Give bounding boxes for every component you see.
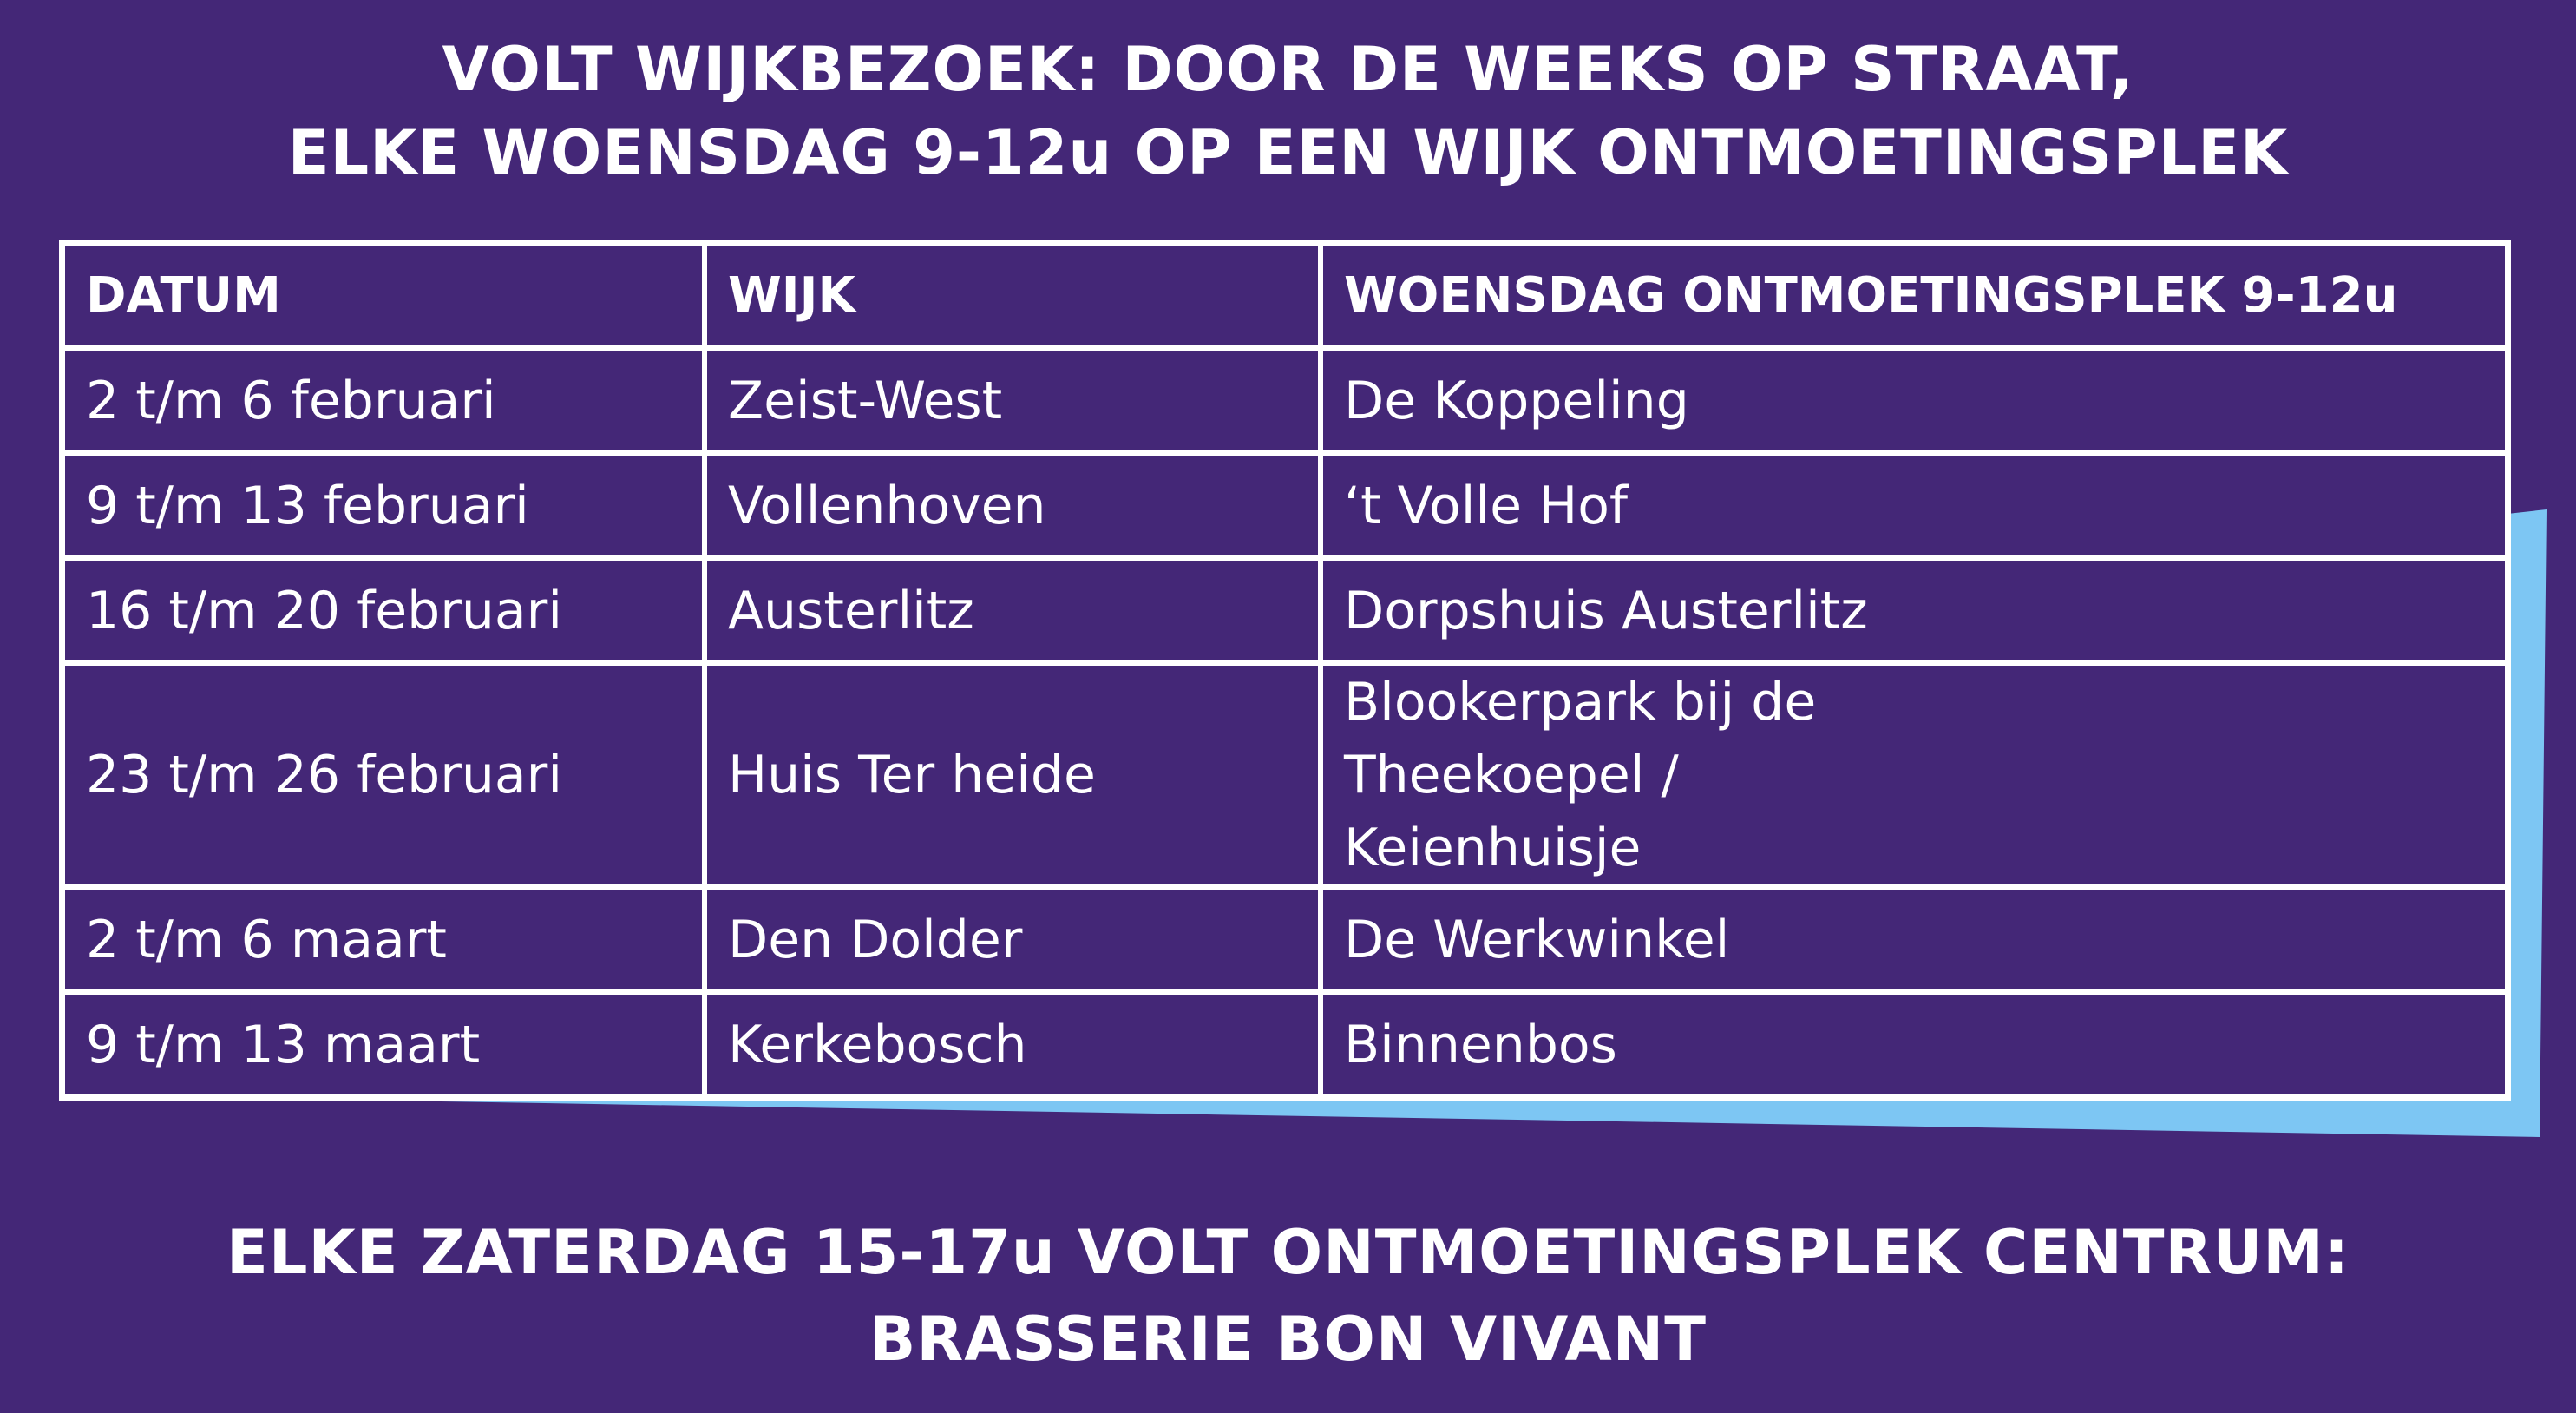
table-row: 2 t/m 6 februari Zeist-West De Koppeling xyxy=(59,345,2511,456)
footer-line-2: BRASSERIE BON VIVANT xyxy=(868,1304,1708,1375)
column-header-wijk: WIJK xyxy=(702,240,1323,351)
cell-wijk: Den Dolder xyxy=(702,884,1323,995)
cell-datum: 9 t/m 13 februari xyxy=(59,450,707,561)
cell-wijk: Austerlitz xyxy=(702,555,1323,666)
cell-plek: De Werkwinkel xyxy=(1318,884,2511,995)
cell-plek: Binnenbos xyxy=(1318,989,2511,1101)
cell-plek: Dorpshuis Austerlitz xyxy=(1318,555,2511,666)
cell-wijk: Huis Ter heide xyxy=(702,660,1323,890)
table-row: 9 t/m 13 maart Kerkebosch Binnenbos xyxy=(59,989,2511,1101)
schedule-table: DATUM WIJK WOENSDAG ONTMOETINGSPLEK 9-12… xyxy=(59,240,2511,1101)
header-line-1: VOLT WIJKBEZOEK: DOOR DE WEEKS OP STRAAT… xyxy=(442,34,2134,105)
cell-datum: 9 t/m 13 maart xyxy=(59,989,707,1101)
table-row: 2 t/m 6 maart Den Dolder De Werkwinkel xyxy=(59,884,2511,995)
table-row: 16 t/m 20 februari Austerlitz Dorpshuis … xyxy=(59,555,2511,666)
header-line-2: ELKE WOENSDAG 9-12u OP EEN WIJK ONTMOETI… xyxy=(287,117,2289,188)
cell-datum: 16 t/m 20 februari xyxy=(59,555,707,666)
cell-plek: Blookerpark bij de Theekoepel / Keienhui… xyxy=(1318,660,2511,890)
cell-datum: 2 t/m 6 maart xyxy=(59,884,707,995)
column-header-ontmoetingsplek: WOENSDAG ONTMOETINGSPLEK 9-12u xyxy=(1318,240,2511,351)
cell-datum: 2 t/m 6 februari xyxy=(59,345,707,456)
cell-wijk: Kerkebosch xyxy=(702,989,1323,1101)
cell-datum: 23 t/m 26 februari xyxy=(59,660,707,890)
table-row: 23 t/m 26 februari Huis Ter heide Blooke… xyxy=(59,660,2511,890)
cell-plek: De Koppeling xyxy=(1318,345,2511,456)
footer-line-1: ELKE ZATERDAG 15-17u VOLT ONTMOETINGSPLE… xyxy=(226,1217,2350,1288)
table-header-row: DATUM WIJK WOENSDAG ONTMOETINGSPLEK 9-12… xyxy=(59,240,2511,351)
cell-wijk: Vollenhoven xyxy=(702,450,1323,561)
column-header-datum: DATUM xyxy=(59,240,707,351)
cell-wijk: Zeist-West xyxy=(702,345,1323,456)
table-row: 9 t/m 13 februari Vollenhoven ‘t Volle H… xyxy=(59,450,2511,561)
cell-plek: ‘t Volle Hof xyxy=(1318,450,2511,561)
